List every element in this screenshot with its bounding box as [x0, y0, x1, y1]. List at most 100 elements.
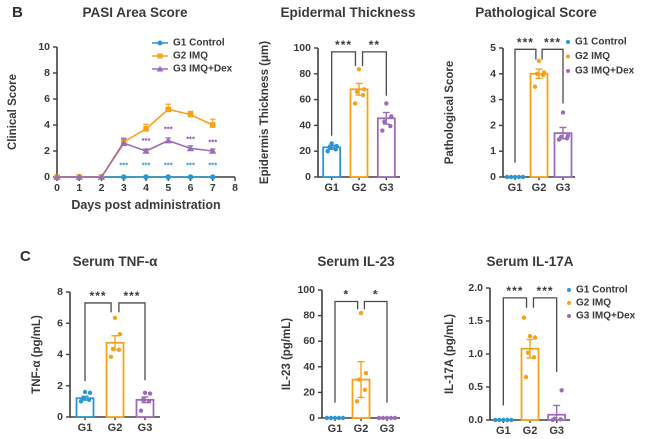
sig-label: ***: [90, 289, 107, 303]
category-label: G2: [354, 423, 369, 435]
bar-G2: [105, 341, 125, 418]
data-point: [558, 134, 564, 140]
marker-circle: [157, 40, 163, 46]
sig-stars: ***: [142, 160, 151, 169]
data-point: [354, 89, 360, 95]
y-axis-label: Pathological Score: [444, 61, 456, 165]
category-label: G2: [532, 182, 547, 194]
data-point: [531, 355, 537, 360]
y-tick-label: 5: [490, 42, 496, 54]
legend-marker: [566, 54, 570, 59]
sig-bracket: [334, 300, 359, 403]
x-tick-label: 5: [165, 182, 171, 194]
data-point: [552, 416, 557, 421]
marker-square: [187, 111, 194, 118]
panel-label-b: B: [12, 4, 23, 21]
sig-label: ***: [335, 38, 352, 52]
sig-stars: ***: [208, 160, 217, 169]
category-label: G2: [108, 422, 123, 434]
y-tick-label: 40: [303, 361, 315, 373]
sig-bracket: [84, 302, 112, 382]
data-point: [380, 415, 386, 421]
data-point: [516, 174, 522, 180]
sig-bracket: [361, 51, 387, 96]
y-tick-label: 60: [303, 335, 315, 347]
sig-stars: ***: [164, 125, 173, 134]
legend-label: G3 IMQ+Dex: [173, 64, 233, 75]
data-point: [536, 58, 542, 64]
x-tick-label: 0: [54, 182, 60, 194]
category-label: G1: [328, 423, 343, 435]
data-point: [509, 417, 514, 423]
data-point: [501, 417, 506, 423]
marker-square: [157, 53, 163, 59]
chart-epidermal-thickness: Epidermal Thickness Epidermis Thickness (…: [255, 0, 445, 232]
chart-title: Pathological Score: [475, 5, 597, 20]
data-point: [112, 315, 118, 320]
legend-label: G3 IMQ+Dex: [576, 311, 636, 322]
bar-G2: [529, 72, 549, 178]
chart-svg-epidermal: Epidermal Thickness Epidermis Thickness (…: [259, 5, 416, 194]
category-label: G3: [380, 423, 395, 435]
data-point: [527, 333, 533, 339]
marker-triangle: [164, 137, 172, 144]
bar-G2: [349, 88, 369, 178]
chart-title: PASI Area Score: [82, 5, 188, 20]
sig-bracket: [532, 297, 558, 372]
chart-pasi-area-score: PASI Area Score Clinical Score 0 2 4 6 8 10 0 1 2 3…: [0, 0, 255, 232]
data-point: [147, 391, 153, 396]
panel-label-c: C: [20, 248, 31, 265]
data-point: [560, 110, 566, 115]
y-tick-label: 6: [57, 317, 63, 329]
data-point: [380, 128, 385, 133]
series-line-G3 IMQ+Dex: [57, 139, 213, 178]
data-point: [360, 92, 366, 98]
marker-triangle: [120, 139, 128, 146]
marker-circle: [165, 174, 172, 180]
y-axis-label: IL-17A (pg/mL): [444, 314, 456, 394]
sig-bracket: [502, 297, 528, 406]
y-tick-label: 1.0: [468, 348, 483, 360]
y-tick-label: 0.0: [468, 414, 483, 426]
data-point: [142, 390, 148, 395]
category-label: G2: [523, 425, 538, 437]
marker-circle: [120, 174, 127, 180]
legend-label: G2 IMQ: [575, 51, 610, 62]
data-point: [558, 417, 563, 422]
y-tick-label: 0: [57, 411, 63, 423]
y-tick-label: 100: [297, 284, 315, 296]
data-point: [110, 346, 116, 352]
bar-G3: [376, 117, 396, 178]
legend-marker: [567, 288, 571, 292]
data-point: [356, 377, 362, 382]
y-tick-label: 0: [44, 171, 50, 183]
sig-stars: ***: [208, 138, 217, 147]
chart-pathological-score: Pathological Score Pathological Score 0 1 2 3…: [440, 0, 650, 232]
legend-label: G2 IMQ: [576, 298, 611, 309]
y-tick-label: 20: [299, 145, 311, 157]
legend-marker: [566, 40, 570, 44]
sig-stars: ***: [142, 136, 151, 145]
category-label: G3: [138, 422, 153, 434]
data-point: [140, 397, 146, 403]
data-point: [324, 415, 330, 421]
legend-label: G3 IMQ+Dex: [575, 66, 635, 77]
data-point: [340, 415, 346, 421]
sig-label: *: [373, 288, 379, 302]
data-point: [117, 331, 123, 337]
sig-stars: ***: [186, 134, 195, 143]
data-point: [559, 388, 564, 393]
data-point: [520, 174, 526, 180]
marker-circle: [187, 174, 194, 180]
category-label: G3: [549, 425, 564, 437]
category-label: G1: [496, 425, 511, 437]
data-point: [356, 67, 362, 72]
category-label: G1: [324, 182, 339, 194]
marker-square: [165, 106, 172, 113]
marker-triangle: [209, 147, 217, 154]
marker-circle: [143, 174, 149, 180]
y-tick-label: 0: [309, 412, 315, 424]
data-point: [327, 145, 332, 150]
data-point: [392, 415, 398, 421]
sig-label: ***: [544, 35, 561, 49]
